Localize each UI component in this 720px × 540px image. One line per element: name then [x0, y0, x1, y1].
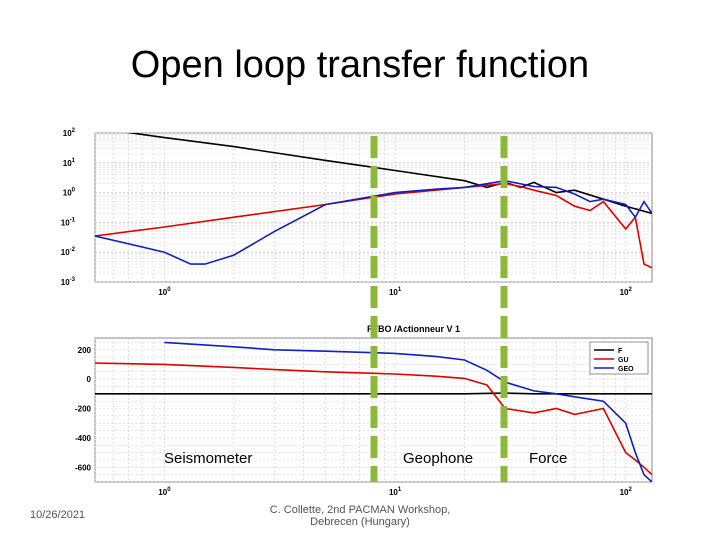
x-tick-label: 102 — [620, 487, 633, 497]
phase-chart: 200 0 -200 -400 -600 100 101 102 FTBO /Actionneu… — [75, 324, 653, 497]
y-tick-label: 10-3 — [61, 277, 76, 287]
y-tick-label: 200 — [78, 346, 92, 355]
slide-date: 10/26/2021 — [30, 509, 86, 521]
y-tick-label: 100 — [63, 188, 76, 198]
x-tick-label: 101 — [389, 487, 402, 497]
chart-legend: F GU GEO — [589, 341, 649, 375]
region-dividers — [370, 136, 508, 482]
legend-label: GEO — [618, 366, 634, 373]
x-tick-label: 100 — [158, 287, 171, 297]
legend-label: F — [618, 348, 623, 355]
footer-credit: C. Collette, 2nd PACMAN Workshop, Debrec… — [250, 504, 470, 528]
y-tick-label: 102 — [63, 128, 76, 138]
legend-label: GU — [618, 357, 629, 364]
y-tick-label: 10-1 — [61, 217, 76, 227]
x-tick-label: 100 — [158, 487, 171, 497]
y-tick-label: 0 — [87, 375, 92, 384]
x-tick-label: 101 — [389, 287, 402, 297]
footer-line-2: Debrecen (Hungary) — [310, 516, 410, 528]
force-label: Force — [529, 450, 568, 467]
y-tick-label: 10-2 — [61, 247, 76, 257]
slide-title: Open loop transfer function — [130, 44, 590, 86]
y-tick-label: -400 — [75, 434, 92, 443]
geophone-label: Geophone — [403, 450, 474, 467]
magnitude-chart: 102 101 100 10-1 10-2 10-3 100 101 102 — [61, 128, 653, 297]
seismometer-label: Seismometer — [164, 450, 253, 467]
chart-title: FTBO /Actionneur V 1 — [367, 324, 460, 334]
y-tick-label: 101 — [63, 158, 76, 168]
footer-line-1: C. Collette, 2nd PACMAN Workshop, — [269, 504, 451, 516]
y-tick-label: -600 — [75, 463, 92, 472]
series-line-gu — [95, 182, 652, 269]
x-tick-label: 102 — [620, 287, 633, 297]
series-line-gu — [95, 362, 652, 476]
series-line-geo — [95, 179, 652, 265]
y-tick-label: -200 — [75, 405, 92, 414]
